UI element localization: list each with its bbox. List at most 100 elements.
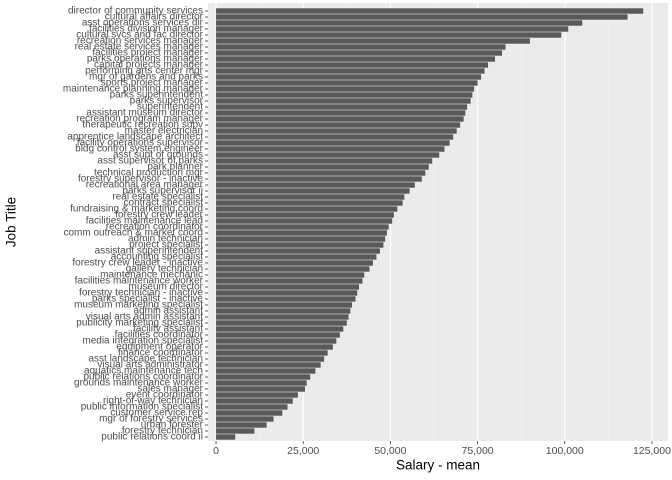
- y-tick-label: public relations coordinator: [83, 372, 203, 383]
- y-tick-label: finance coordinator: [118, 348, 204, 359]
- y-tick-label: right-of-way technician: [103, 396, 203, 407]
- y-tick-label: real estate services manager: [75, 42, 204, 53]
- y-tick-label: forestry supervisor - inactive: [78, 174, 203, 185]
- y-tick-label: museum marketing specialist: [74, 300, 203, 311]
- y-tick-label: recreation coordinator: [106, 222, 204, 233]
- bar: [216, 224, 389, 230]
- bar: [216, 344, 333, 350]
- bar: [216, 92, 473, 98]
- bar: [216, 386, 305, 392]
- bar: [216, 362, 321, 368]
- x-tick-label: 125,000: [633, 445, 671, 457]
- y-tick-label: accounting specialist: [111, 252, 203, 263]
- bar: [216, 260, 373, 266]
- bar: [216, 68, 485, 74]
- bar: [216, 122, 461, 128]
- y-tick-label: facilities project manager: [92, 48, 203, 59]
- y-tick-label: aquatics maintenance tech: [84, 366, 203, 377]
- y-tick-label: maintenance mechanic: [100, 270, 203, 281]
- y-tick-label: assistant superintendent: [95, 246, 204, 257]
- y-tick-label: publicity marketing specialist: [76, 318, 203, 329]
- y-tick-label: recreational area manager: [86, 180, 204, 191]
- bar: [216, 182, 415, 188]
- bar: [216, 20, 583, 26]
- y-tick-label: park planner: [147, 162, 203, 173]
- y-tick-label: recreation program manager: [76, 114, 203, 125]
- y-tick-label: comm outreach & market coord: [64, 228, 204, 239]
- bar: [216, 44, 506, 50]
- bar: [216, 158, 433, 164]
- bar: [216, 374, 311, 380]
- bar: [216, 290, 358, 296]
- y-tick-label: parks superintendent: [110, 90, 204, 101]
- y-tick-label: capital projects manager: [94, 60, 204, 71]
- bar: [216, 248, 380, 254]
- bar: [216, 170, 426, 176]
- bar: [216, 272, 365, 278]
- bar: [216, 296, 356, 302]
- bar: [216, 194, 405, 200]
- y-tick-label: mgr of gardens and parks: [89, 72, 203, 83]
- y-tick-label: forestry technician - inactive: [79, 288, 203, 299]
- y-tick-label: facilities coordinator: [115, 330, 204, 341]
- y-tick-label: maintenance planning manager: [63, 84, 204, 95]
- y-tick-label: cultural svcs and fac director: [76, 30, 203, 41]
- y-tick-label: director of community services: [68, 6, 203, 17]
- y-tick-label: customer service rep: [110, 408, 203, 419]
- bar: [216, 140, 450, 146]
- y-tick-label: fundraising & marketing coord: [70, 204, 203, 215]
- bar: [216, 200, 403, 206]
- y-tick-label: forestry crew leader: [115, 210, 203, 221]
- bar: [216, 50, 502, 56]
- y-tick-label: parks supervisor: [130, 96, 204, 107]
- bar: [216, 26, 569, 32]
- bar: [216, 146, 445, 152]
- bar: [216, 428, 255, 434]
- bar: [216, 326, 344, 332]
- bar: [216, 398, 293, 404]
- bar: [216, 110, 466, 116]
- y-tick-label: therapeutic recreation supv: [82, 120, 203, 131]
- y-tick-label: facilities maintenance worker: [75, 276, 204, 287]
- y-tick-label: parks specialist - inactive: [92, 294, 204, 305]
- y-tick-label: facilities division manager: [89, 24, 204, 35]
- bar: [216, 236, 386, 242]
- bar: [216, 350, 328, 356]
- y-tick-label: facility assistant: [133, 324, 203, 335]
- y-tick-label: cultural affairs director: [105, 12, 204, 23]
- y-tick-label: gallery technician: [126, 264, 203, 275]
- y-tick-label: public information specialist: [81, 402, 204, 413]
- bar: [216, 242, 384, 248]
- bar: [216, 128, 457, 134]
- y-tick-label: superintendent: [137, 102, 203, 113]
- y-tick-label: visual arts admin assistant: [86, 312, 203, 323]
- bar: [216, 176, 422, 182]
- y-tick-label: contract specialist: [124, 198, 204, 209]
- bar: [216, 14, 628, 20]
- bar: [216, 302, 353, 308]
- bar: [216, 416, 274, 422]
- x-tick-label: 100,000: [546, 445, 584, 457]
- bar: [216, 80, 478, 86]
- x-axis-title: Salary - mean: [396, 458, 480, 473]
- y-tick-label: master electrician: [125, 126, 203, 137]
- y-tick-label: public relations coord ii: [101, 432, 203, 443]
- bar: [216, 32, 562, 38]
- y-tick-label: asst supervisor of parks: [97, 156, 203, 167]
- bar: [216, 410, 283, 416]
- y-tick-label: performing arts center mgr: [85, 66, 203, 77]
- bar: [216, 116, 464, 122]
- y-tick-label: museum director: [129, 282, 204, 293]
- bar: [216, 212, 394, 218]
- bar: [216, 206, 398, 212]
- y-tick-label: asst supt of grounds: [113, 150, 203, 161]
- bar: [216, 8, 644, 14]
- bar: [216, 356, 325, 362]
- bar: [216, 332, 340, 338]
- y-tick-label: sports project manager: [101, 78, 204, 89]
- bar: [216, 86, 475, 92]
- bar: [216, 62, 489, 68]
- bar: [216, 404, 288, 410]
- y-tick-label: facility operations supervisor: [77, 138, 204, 149]
- bar: [216, 164, 429, 170]
